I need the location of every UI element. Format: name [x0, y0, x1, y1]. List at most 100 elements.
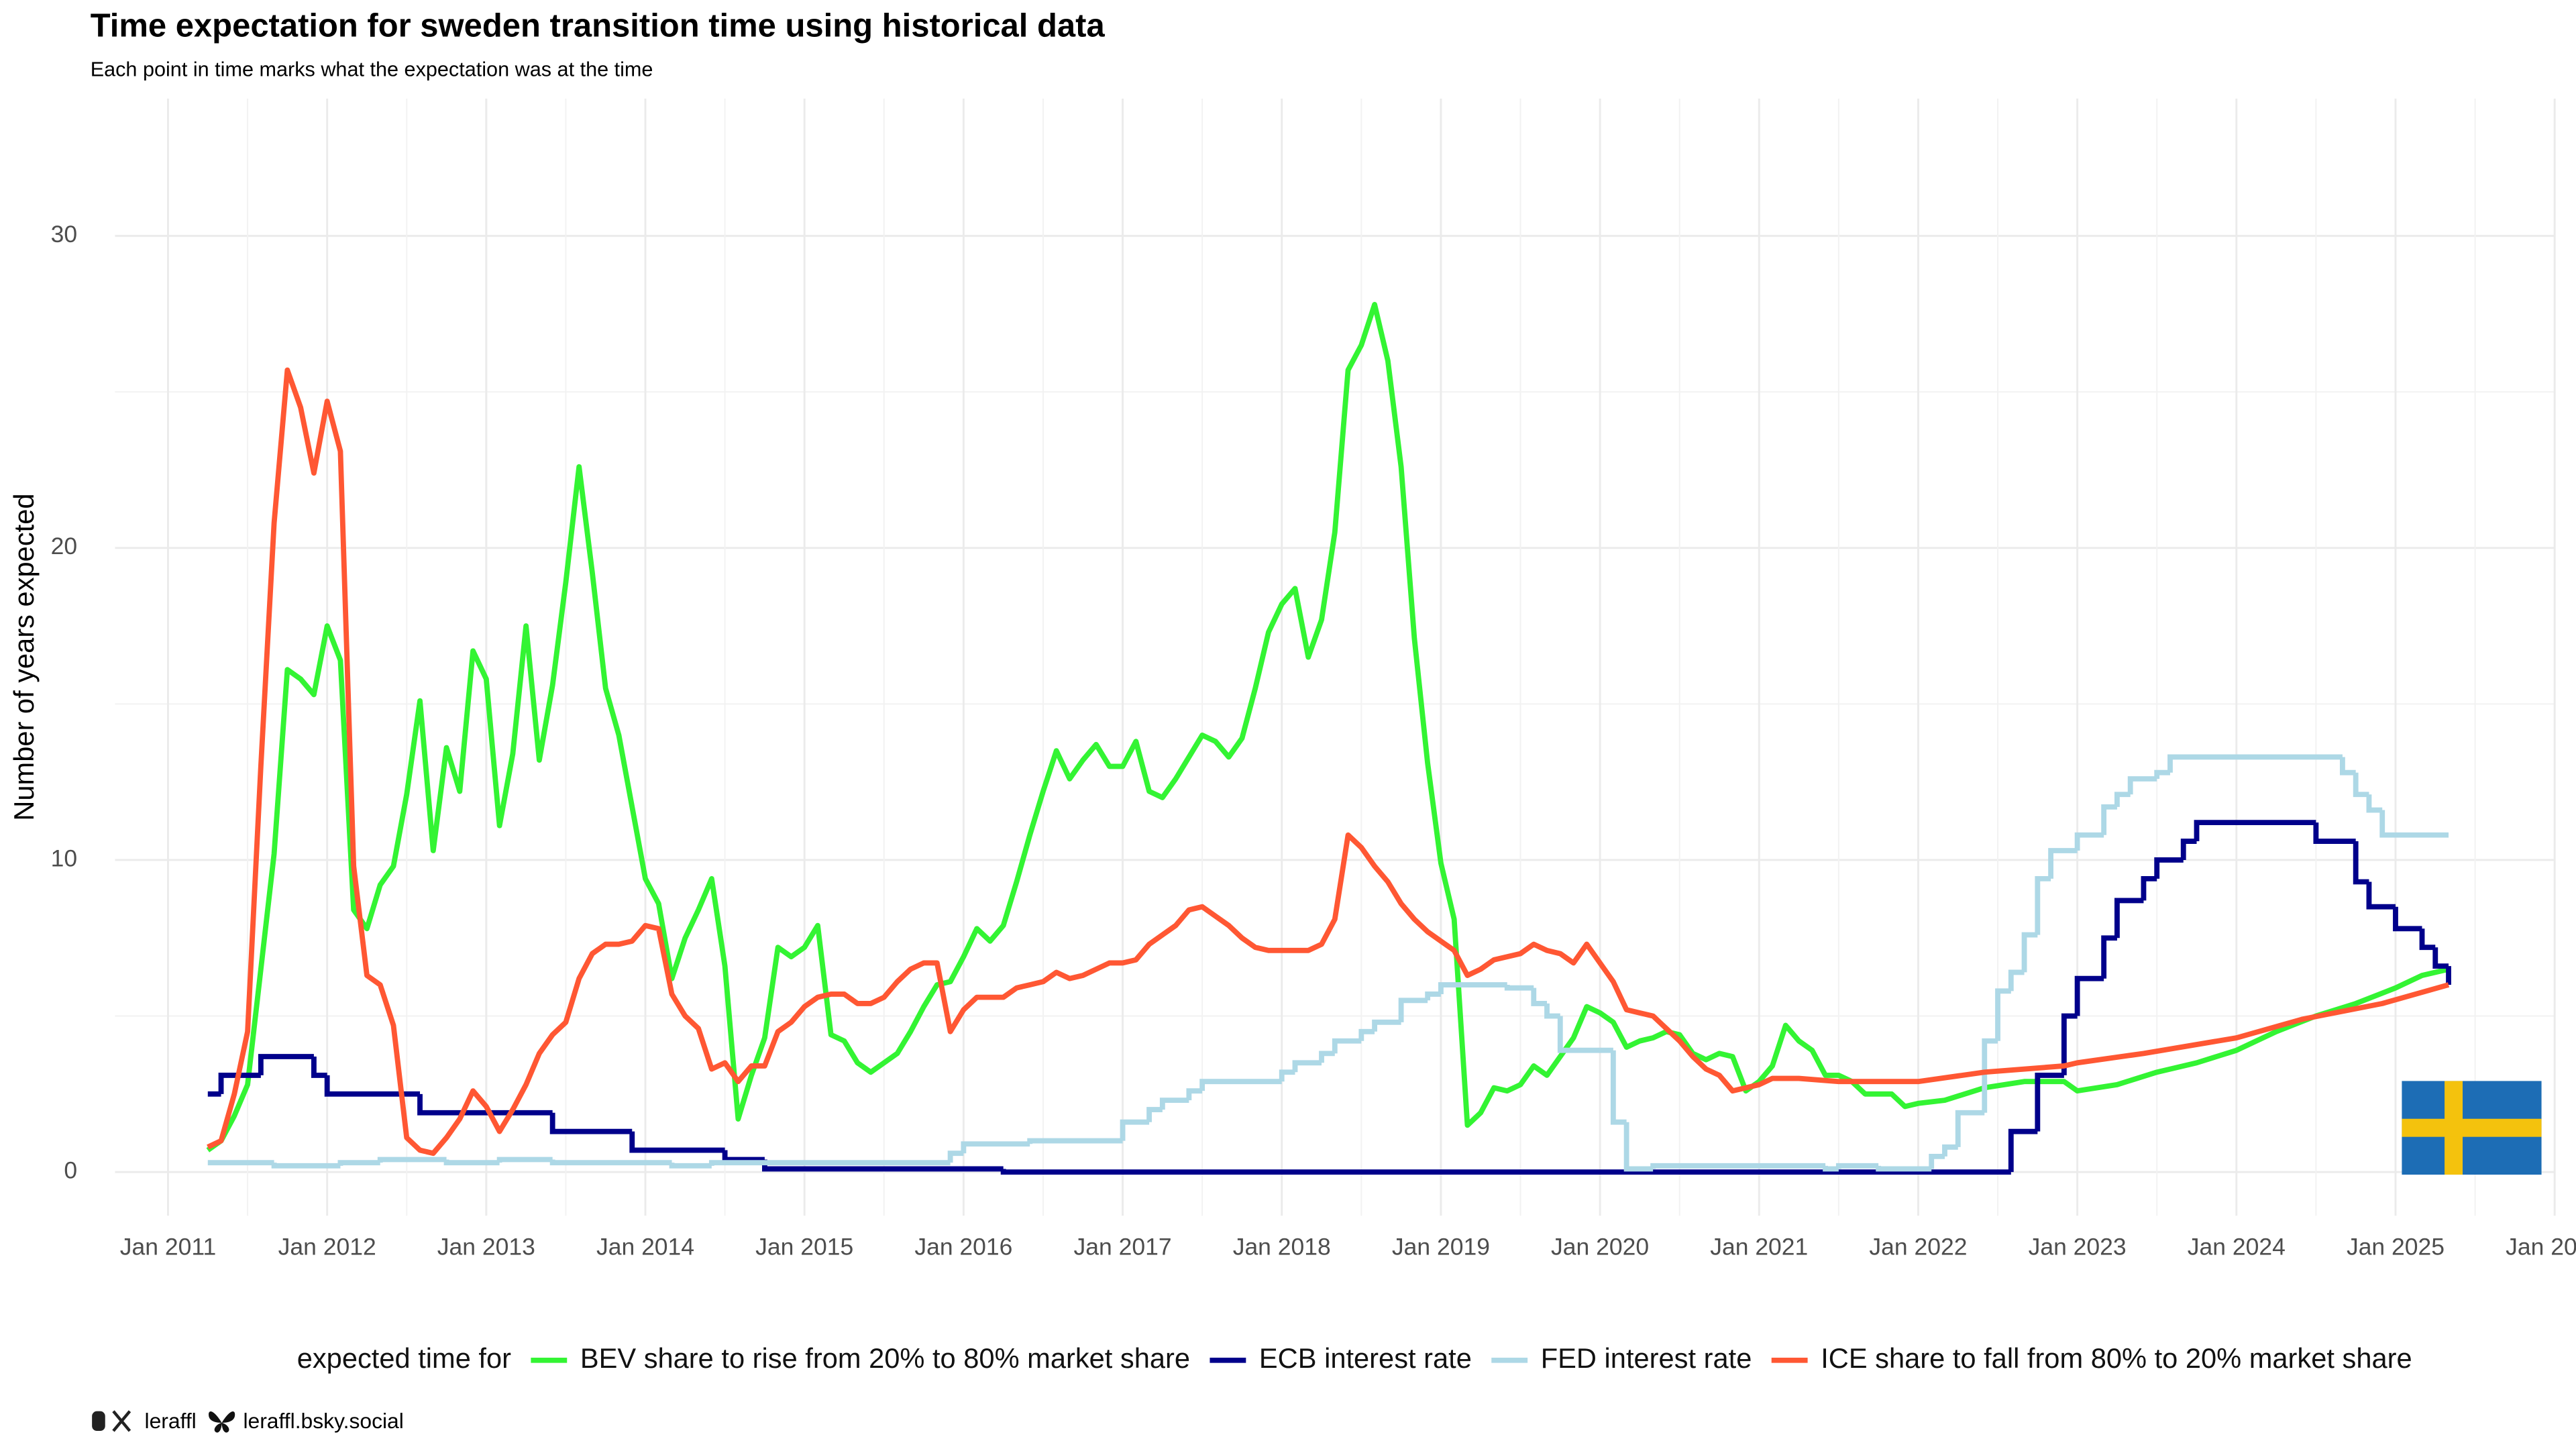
step-segment: [2074, 975, 2104, 1016]
step-segment: [1942, 1144, 1958, 1157]
x-tick-label: Jan 2018: [1233, 1234, 1331, 1260]
x-tick-label: Jan 2012: [278, 1234, 376, 1260]
step-segment: [2035, 1073, 2064, 1132]
step-segment: [324, 1075, 421, 1097]
x-tick-label: Jan 2011: [120, 1234, 216, 1260]
step-segment: [2194, 820, 2316, 842]
step-segment: [337, 1160, 380, 1166]
chart-subtitle: Each point in time marks what the expect…: [91, 58, 653, 80]
x-tick-label: Jan 2026: [2506, 1234, 2576, 1260]
step-segment: [1146, 1107, 1163, 1122]
legend-label: BEV share to rise from 20% to 80% market…: [580, 1342, 1190, 1374]
step-segment: [1199, 1079, 1282, 1091]
step-segment: [2008, 1128, 2038, 1173]
y-tick-label: 30: [51, 221, 77, 248]
legend: expected time for BEV share to rise from …: [297, 1342, 2412, 1374]
step-segment: [1650, 1163, 1826, 1169]
step-segment: [2340, 757, 2356, 775]
step-segment: [2035, 875, 2051, 935]
step-segment: [2180, 839, 2197, 860]
step-segment: [669, 1163, 712, 1169]
step-segment: [1279, 1069, 1295, 1082]
step-segment: [629, 1131, 725, 1153]
y-axis-label: Number of years expected: [8, 493, 40, 820]
step-segment: [1358, 1028, 1375, 1041]
chart-title: Time expectation for sweden transition t…: [91, 8, 1106, 44]
step-segment: [947, 1150, 964, 1163]
step-segment: [1982, 1038, 1998, 1113]
footer: leraffl leraffl.bsky.social: [92, 1409, 404, 1433]
step-segment: [2432, 947, 2449, 969]
x-tick-label: Jan 2025: [2347, 1234, 2445, 1260]
flag-cross: [2402, 1118, 2542, 1137]
step-segment: [1835, 1163, 1879, 1169]
step-segment: [311, 1057, 327, 1078]
step-segment: [1995, 988, 2011, 1041]
step-segment: [1544, 1003, 1560, 1019]
step-segment: [549, 1112, 633, 1134]
footer-handle: leraffl: [145, 1409, 197, 1433]
step-segment: [1027, 1138, 1123, 1144]
step-segment: [1623, 1122, 1654, 1172]
step-segment: [2141, 875, 2157, 901]
step-segment: [2167, 754, 2343, 773]
x-tick-label: Jan 2022: [1869, 1234, 1967, 1260]
step-segment: [2313, 822, 2356, 844]
step-segment: [1876, 1165, 1932, 1172]
step-segment: [1610, 1050, 1627, 1125]
step-segment: [2154, 857, 2184, 879]
step-segment: [2366, 881, 2396, 910]
step-segment: [271, 1163, 341, 1169]
legend-title: expected time for: [297, 1342, 511, 1374]
step-segment: [2048, 848, 2078, 879]
footer-link: leraffl.bsky.social: [243, 1409, 403, 1433]
step-segment: [1186, 1088, 1203, 1101]
step-segment: [708, 1160, 951, 1166]
step-segment: [961, 1141, 1030, 1154]
step-segment: [2127, 776, 2157, 795]
flag: [2402, 1081, 2542, 1175]
step-segment: [1000, 1169, 2011, 1175]
step-segment: [2379, 810, 2449, 838]
plot-area: [206, 302, 2451, 1175]
grid: 0 10 20 30 Jan 2011 Jan 2012 Jan 2013 Jan 2014 J…: [51, 98, 2576, 1260]
step-segment: [1292, 1060, 1322, 1073]
step-segment: [443, 1159, 500, 1166]
series-line: [206, 302, 2449, 1152]
step-segment: [1823, 1165, 1839, 1172]
x-tick-label: Jan 2014: [596, 1234, 694, 1260]
step-segment: [2393, 906, 2422, 932]
x-tick-label: Jan 2013: [437, 1234, 535, 1260]
step-segment: [1504, 985, 1534, 991]
step-segment: [1955, 1110, 1985, 1147]
x-tick-label: Jan 2019: [1392, 1234, 1490, 1260]
step-segment: [1438, 982, 1507, 994]
step-segment: [1425, 991, 1441, 1001]
step-segment: [1531, 987, 1548, 1006]
icon: [92, 1411, 105, 1432]
step-segment: [2353, 841, 2369, 885]
step-segment: [1557, 1016, 1613, 1053]
y-tick-label: 20: [51, 533, 77, 559]
icon: [209, 1411, 235, 1433]
step-segment: [2021, 932, 2038, 973]
step-segment: [1398, 998, 1428, 1022]
step-segment: [2419, 928, 2436, 951]
y-tick-label: 10: [51, 845, 77, 871]
x-tick-label: Jan 2020: [1551, 1234, 1649, 1260]
step-segment: [2114, 898, 2144, 938]
step-segment: [1929, 1153, 1945, 1169]
step-segment: [1159, 1097, 1189, 1110]
step-segment: [218, 1073, 261, 1094]
step-segment: [2061, 1013, 2078, 1075]
step-segment: [1319, 1051, 1335, 1063]
step-segment: [2101, 804, 2117, 835]
step-segment: [2366, 794, 2383, 813]
y-tick-label: 0: [64, 1157, 77, 1183]
x-tick-label: Jan 2024: [2188, 1234, 2286, 1260]
step-segment: [496, 1157, 553, 1163]
x-tick-label: Jan 2017: [1074, 1234, 1172, 1260]
x-tick-label: Jan 2016: [914, 1234, 1012, 1260]
